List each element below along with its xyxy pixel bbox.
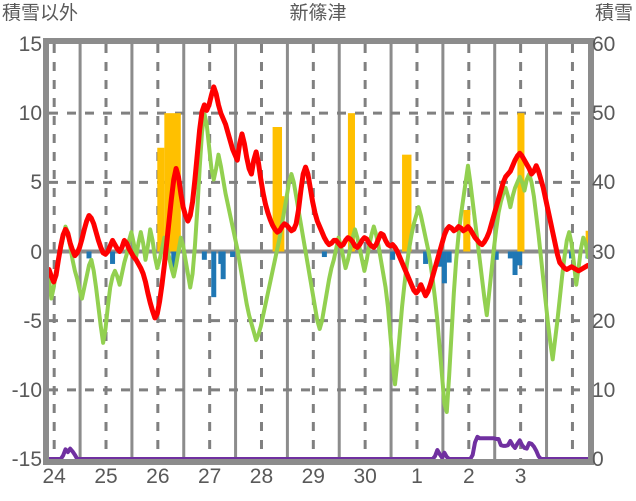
precip-bar xyxy=(512,251,518,276)
precip-bar xyxy=(220,251,226,280)
precip-bar xyxy=(493,251,499,260)
left-tick-5: 5 xyxy=(30,171,42,195)
x-tick-28: 28 xyxy=(249,465,274,488)
right-tick-20: 20 xyxy=(592,309,616,333)
left-tick-10: 10 xyxy=(18,102,42,126)
precip-bar xyxy=(171,251,177,269)
precip-bar xyxy=(446,251,452,263)
precip-bar xyxy=(517,251,523,266)
x-tick-27: 27 xyxy=(197,465,222,488)
snowfall-bar xyxy=(272,127,283,252)
right-tick-60: 60 xyxy=(592,33,616,56)
precip-bar xyxy=(441,251,447,284)
right-tick-50: 50 xyxy=(592,102,616,126)
precip-bar xyxy=(390,251,396,260)
x-tick-2: 2 xyxy=(462,465,475,488)
precip-bar xyxy=(423,251,429,264)
x-tick-3: 3 xyxy=(514,465,527,488)
precip-bar xyxy=(110,251,116,264)
left-tick-15: 15 xyxy=(18,33,42,56)
chart-svg xyxy=(49,44,588,459)
x-tick-30: 30 xyxy=(353,465,377,488)
right-tick-0: 0 xyxy=(592,448,604,471)
left-tick--10: -10 xyxy=(11,378,42,402)
precip-bar xyxy=(211,251,217,298)
right-tick-10: 10 xyxy=(592,378,616,402)
left-tick--5: -5 xyxy=(23,309,42,333)
x-tick-24: 24 xyxy=(42,465,66,488)
x-tick-25: 25 xyxy=(94,465,118,488)
left-tick-0: 0 xyxy=(30,240,42,264)
snowfall-bar xyxy=(157,147,165,252)
snowfall-bar xyxy=(402,154,412,252)
green-series xyxy=(49,111,588,414)
plot-area xyxy=(49,44,588,459)
purple-snow-depth-series xyxy=(49,434,588,459)
x-tick-29: 29 xyxy=(301,465,325,488)
chart-title: 新篠津 xyxy=(289,3,347,24)
red-series xyxy=(49,84,588,321)
x-tick-26: 26 xyxy=(146,465,170,488)
left-tick--15: -15 xyxy=(11,448,42,471)
left-axis-title: 積雪以外 xyxy=(2,3,79,24)
x-tick-1: 1 xyxy=(411,465,423,488)
right-tick-30: 30 xyxy=(592,240,616,264)
precip-bar xyxy=(321,251,327,258)
precip-bar xyxy=(86,251,92,259)
right-axis-title: 積雪 xyxy=(594,3,633,24)
precip-bar xyxy=(507,251,513,259)
precip-bar xyxy=(201,251,207,260)
precip-bar xyxy=(230,251,236,258)
snowfall-bar xyxy=(347,113,355,252)
right-tick-40: 40 xyxy=(592,171,616,195)
